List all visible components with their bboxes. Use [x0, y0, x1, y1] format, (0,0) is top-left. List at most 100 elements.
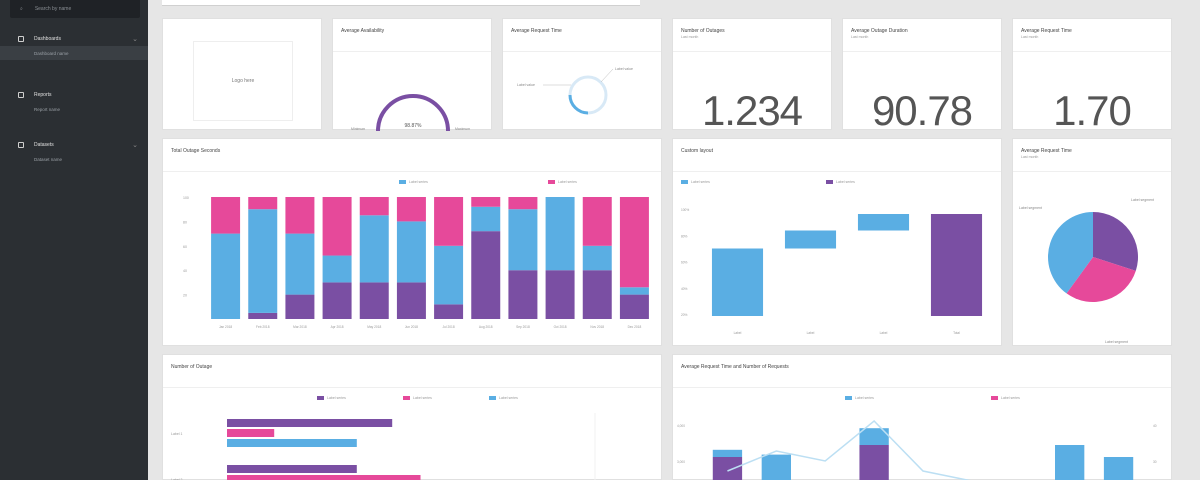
bar-segment	[545, 197, 575, 271]
x-tick-label: Dec 2018	[628, 325, 642, 329]
bar	[227, 475, 421, 480]
kpi-value: 1.234	[701, 87, 803, 134]
pie-slice	[1093, 212, 1138, 271]
legend-label: Label series	[1001, 396, 1020, 400]
card-title: Total Outage Seconds	[171, 148, 221, 154]
chevron-down-icon[interactable]: ⌄	[132, 142, 138, 149]
bar-segment	[582, 197, 612, 246]
y-tick-label: 60	[183, 245, 187, 249]
legend-swatch	[489, 396, 496, 400]
pie-chart: Label segment Label segment Label segment	[1019, 198, 1154, 344]
card-title: Number of Outages	[681, 28, 725, 34]
bar	[859, 428, 889, 445]
bar-segment	[545, 270, 575, 319]
kpi-value: 1.70	[1053, 87, 1132, 134]
y-tick-label: 20	[183, 294, 187, 298]
search-input[interactable]: ⌕ Search by name	[10, 0, 140, 18]
request-time-ring: Label value Label value	[517, 67, 633, 115]
card-divider	[333, 51, 491, 52]
card-title: Custom layout	[681, 148, 713, 154]
nav-group-datasets: Datasets ⌄ Dataset name	[0, 138, 148, 166]
x-tick-label: Oct 2018	[554, 325, 567, 329]
bar-segment	[322, 197, 352, 256]
x-tick-label: Total	[953, 331, 960, 335]
y-tick-label-right: 40	[1153, 424, 1157, 428]
card-divider	[673, 171, 1001, 172]
y-tick-label: 4,000	[677, 424, 685, 428]
sidebar-item-datasets[interactable]: Datasets ⌄	[0, 138, 148, 152]
card-title: Number of Outage	[171, 364, 213, 370]
logo-placeholder: Logo here	[193, 41, 293, 121]
bar-segment	[285, 294, 315, 319]
ring-callout-label: Label value	[517, 83, 535, 87]
sidebar-item-label: Datasets	[34, 142, 54, 148]
y-tick-label: 40	[183, 269, 187, 273]
bar-segment	[471, 197, 501, 207]
bar-segment	[434, 304, 464, 319]
pie-slice-label: Label segment	[1019, 206, 1042, 210]
bar	[761, 454, 791, 480]
outages-kpi-card: Number of Outages Last month 1.234	[672, 18, 832, 134]
sidebar-subitem-report-name[interactable]: Report name	[0, 102, 148, 116]
sidebar-item-dashboards[interactable]: Dashboards ⌄	[0, 32, 148, 46]
ring-callout-label: Label value	[615, 67, 633, 71]
y-tick-label: 80	[183, 220, 187, 224]
stacked-bar-chart: Label series Label series 100 80 60 40 20 Jan 2…	[183, 180, 649, 329]
bar-segment	[582, 270, 612, 319]
y-tick-label: Label 2	[171, 478, 183, 480]
x-tick-label: Apr 2018	[331, 325, 344, 329]
y-tick-label-right: 30	[1153, 460, 1157, 464]
bar-segment	[248, 209, 278, 313]
x-tick-label: Label	[807, 331, 815, 335]
bar-segment	[396, 221, 426, 283]
x-tick-label: Sep 2018	[516, 325, 530, 329]
legend-label: Label series	[327, 396, 346, 400]
legend-label: Label series	[558, 180, 577, 184]
pie-slice-label: Label segment	[1105, 340, 1128, 344]
y-tick-label: 100%	[681, 208, 689, 212]
bar-segment	[248, 197, 278, 210]
gauge-value: 98.87%	[405, 123, 423, 129]
horizontal-bar-chart: Label series Label series Label series Labe…	[171, 396, 596, 480]
bar-segment	[322, 255, 352, 283]
card-title: Average Availability	[341, 28, 385, 34]
legend-swatch	[317, 396, 324, 400]
bar	[227, 439, 357, 447]
kpi-value: 90.78	[871, 87, 973, 134]
card-divider	[163, 171, 661, 172]
card-divider	[673, 387, 1171, 388]
x-tick-label: Label	[880, 331, 888, 335]
legend-swatch	[548, 180, 555, 184]
callout-line	[600, 68, 614, 83]
bar	[227, 465, 357, 473]
legend-label: Label series	[691, 180, 710, 184]
bar-segment	[582, 245, 612, 271]
y-tick-label: 40%	[681, 287, 688, 291]
sidebar-subitem-dataset-name[interactable]: Dataset name	[0, 152, 148, 166]
request-time-pie-card: Average Request Time Last month Label se…	[1012, 138, 1172, 346]
sidebar-subitem-label: Dataset name	[34, 156, 63, 162]
top-search-bar[interactable]	[162, 0, 640, 6]
bar	[1103, 457, 1134, 480]
legend-label: Label series	[499, 396, 518, 400]
bar-segment	[508, 270, 538, 319]
y-tick-label: 60%	[681, 261, 688, 265]
availability-card: Average Availability 98.87% Minimum Maxi…	[332, 18, 492, 131]
legend-label: Label series	[855, 396, 874, 400]
waterfall-chart: Label series Label series 100% 80% 60% 40% 20%…	[681, 180, 983, 335]
card-divider	[503, 51, 661, 52]
sidebar-subitem-dashboard-name[interactable]: Dashboard name	[0, 46, 148, 60]
sidebar-item-reports[interactable]: Reports	[0, 88, 148, 102]
card-title: Average Request Time and Number of Reque…	[681, 364, 789, 370]
bar-segment	[359, 215, 389, 283]
nav-group-dashboards: Dashboards ⌄ Dashboard name	[0, 32, 148, 60]
chevron-down-icon[interactable]: ⌄	[132, 36, 138, 43]
x-tick-label: Nov 2018	[590, 325, 604, 329]
legend-swatch	[991, 396, 998, 400]
legend-swatch	[681, 180, 688, 184]
card-subtitle: Last month	[851, 35, 869, 39]
bar	[227, 429, 275, 437]
x-tick-label: Aug 2018	[479, 325, 493, 329]
x-tick-label: Mar 2018	[293, 325, 307, 329]
bar-segment	[359, 197, 389, 216]
